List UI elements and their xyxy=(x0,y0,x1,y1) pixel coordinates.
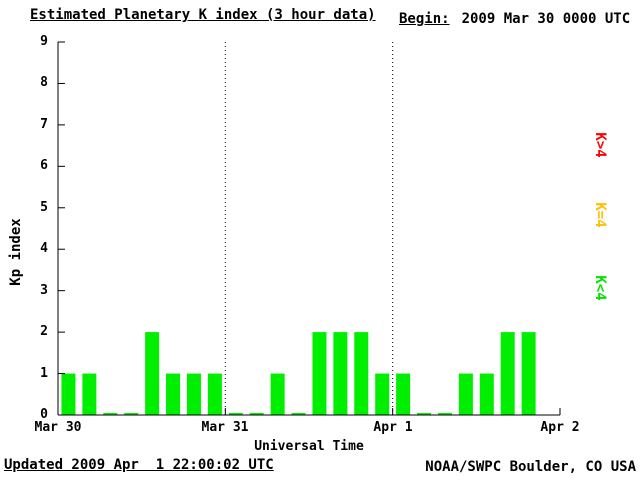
y-tick-6: 6 xyxy=(40,158,48,173)
y-tick-0: 0 xyxy=(40,407,48,422)
x-tick-mar30: Mar 30 xyxy=(34,420,82,435)
begin-timestamp: Begin: 2009 Mar 30 0000 UTC xyxy=(399,11,630,27)
x-tick-apr2: Apr 2 xyxy=(540,420,580,435)
x-tick-mar31: Mar 31 xyxy=(201,420,249,435)
legend-k-eq-4: K=4 xyxy=(592,202,608,228)
y-tick-3: 3 xyxy=(40,283,48,298)
updated-timestamp: Updated 2009 Apr 1 22:00:02 UTC xyxy=(4,457,274,473)
y-tick-2: 2 xyxy=(40,324,48,339)
begin-value: 2009 Mar 30 0000 UTC xyxy=(461,11,631,27)
y-tick-7: 7 xyxy=(40,117,48,132)
y-tick-9: 9 xyxy=(40,34,48,49)
y-tick-8: 8 xyxy=(40,75,48,90)
y-tick-4: 4 xyxy=(40,241,48,256)
y-tick-5: 5 xyxy=(40,200,48,215)
chart-title: Estimated Planetary K index (3 hour data… xyxy=(30,7,376,23)
y-tick-1: 1 xyxy=(40,366,48,381)
y-axis-label: Kp index xyxy=(8,218,24,286)
x-axis-label: Universal Time xyxy=(254,439,364,454)
source-attribution: NOAA/SWPC Boulder, CO USA xyxy=(425,459,636,475)
legend-k-lt-4: K<4 xyxy=(592,275,608,301)
legend-k-gt-4: K>4 xyxy=(592,132,608,158)
x-tick-apr1: Apr 1 xyxy=(373,420,413,435)
begin-label: Begin: xyxy=(399,11,450,27)
